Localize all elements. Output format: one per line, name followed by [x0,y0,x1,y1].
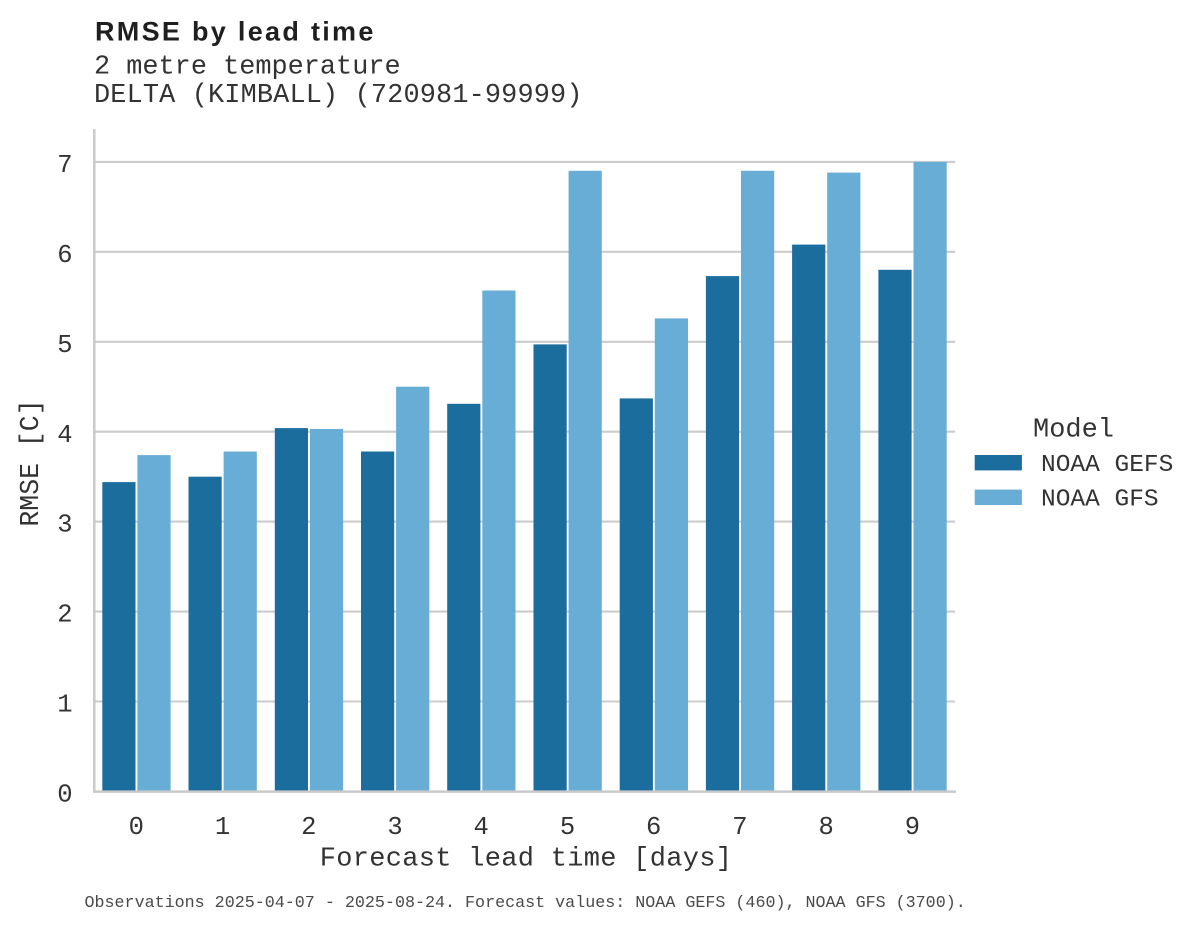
svg-text:5: 5 [57,331,72,360]
svg-text:Model: Model [1033,415,1114,445]
svg-text:3: 3 [57,511,72,540]
svg-text:1: 1 [57,691,72,720]
svg-text:4: 4 [57,421,72,450]
svg-text:6: 6 [57,241,72,270]
svg-text:NOAA GEFS: NOAA GEFS [1041,452,1173,479]
svg-text:3: 3 [387,813,402,842]
svg-text:2 metre temperature: 2 metre temperature [94,52,401,82]
svg-text:2: 2 [57,601,72,630]
svg-text:7: 7 [57,151,72,180]
svg-text:2: 2 [301,813,316,842]
svg-text:0: 0 [57,781,72,810]
svg-text:6: 6 [646,813,661,842]
svg-text:RMSE by lead time: RMSE by lead time [95,17,376,47]
svg-text:Forecast lead time [days]: Forecast lead time [days] [320,845,733,875]
svg-text:8: 8 [818,813,833,842]
svg-text:DELTA (KIMBALL) (720981-99999): DELTA (KIMBALL) (720981-99999) [94,81,583,111]
svg-text:5: 5 [560,813,575,842]
svg-text:4: 4 [474,813,489,842]
svg-text:1: 1 [215,813,230,842]
svg-text:NOAA GFS: NOAA GFS [1041,487,1159,514]
svg-text:0: 0 [129,813,144,842]
svg-text:7: 7 [732,813,747,842]
svg-text:RMSE [C]: RMSE [C] [16,399,46,526]
svg-text:9: 9 [905,813,920,842]
svg-text:Observations 2025-04-07 - 2025: Observations 2025-04-07 - 2025-08-24. Fo… [85,894,966,913]
